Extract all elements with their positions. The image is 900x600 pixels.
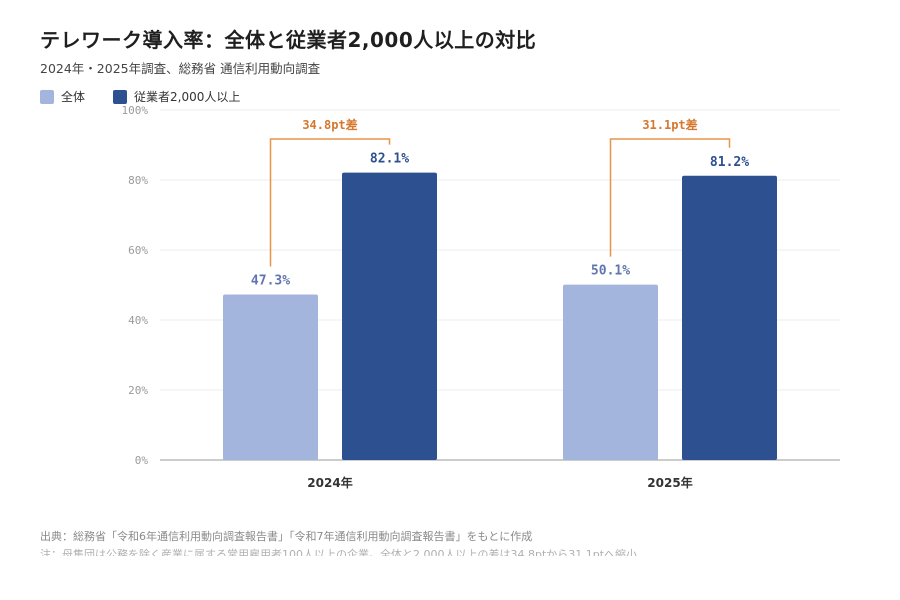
legend: 全体 従業者2,000人以上 [40,88,268,105]
bar-large [682,175,777,461]
y-tick-label: 100% [122,104,149,117]
legend-item-large: 従業者2,000人以上 [113,88,240,105]
source-note: 出典：総務省「令和6年通信利用動向調査報告書」「令和7年通信利用動向調査報告書」… [40,530,533,543]
y-tick-label: 0% [135,454,149,467]
y-tick-label: 60% [128,244,148,257]
y-tick-label: 40% [128,314,148,327]
x-tick-label: 2025年 [647,475,692,490]
bar-large [342,172,437,460]
bar-overall [563,284,658,460]
data-label: 81.2% [710,155,749,170]
difference-bracket [269,138,391,267]
data-label: 47.3% [251,273,290,288]
chart-subtitle: 2024年・2025年調査、総務省 通信利用動向調査 [40,61,321,76]
difference-bracket [609,138,731,257]
footer: 出典：総務省「令和6年通信利用動向調査報告書」「令和7年通信利用動向調査報告書」… [40,528,860,556]
x-tick-label: 2024年 [307,475,352,490]
data-label: 82.1% [370,152,409,167]
legend-label-overall: 全体 [61,90,86,104]
difference-label: 31.1pt差 [642,117,697,132]
y-tick-label: 20% [128,384,148,397]
legend-swatch-large [113,89,128,104]
chart-title: テレワーク導入率：全体と従業者2,000人以上の対比 [40,28,537,52]
legend-label-large: 従業者2,000人以上 [134,90,241,104]
footnote: 注：母集団は公務を除く産業に属する常用雇用者100人以上の企業。全体と2,000… [40,548,638,556]
data-label: 50.1% [591,264,630,279]
legend-item-overall: 全体 [40,88,85,105]
difference-label: 34.8pt差 [302,117,357,132]
y-tick-label: 80% [128,174,148,187]
bar-overall [223,294,318,460]
legend-swatch-overall [40,89,54,104]
